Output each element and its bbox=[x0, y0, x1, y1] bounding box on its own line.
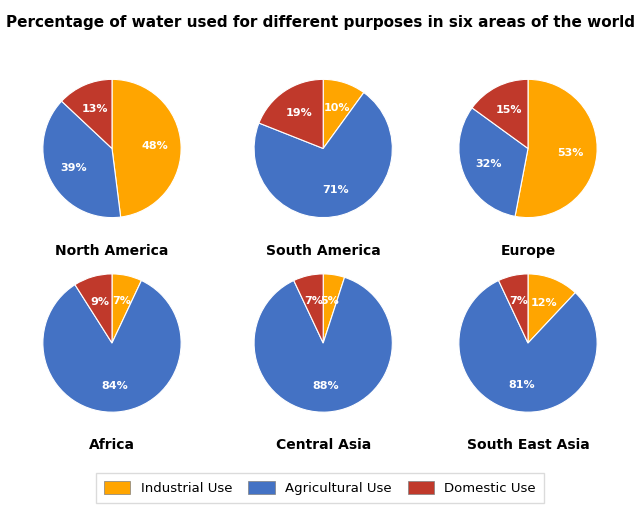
Text: 81%: 81% bbox=[508, 380, 534, 390]
Text: 48%: 48% bbox=[141, 141, 168, 151]
Text: 7%: 7% bbox=[509, 296, 528, 306]
Wedge shape bbox=[515, 79, 597, 218]
Text: 7%: 7% bbox=[112, 296, 131, 306]
Text: 32%: 32% bbox=[475, 159, 501, 169]
Text: Central Asia: Central Asia bbox=[276, 438, 371, 452]
Wedge shape bbox=[75, 274, 112, 343]
Wedge shape bbox=[459, 108, 528, 217]
Wedge shape bbox=[499, 274, 528, 343]
Text: 9%: 9% bbox=[90, 297, 109, 307]
Text: 71%: 71% bbox=[322, 185, 348, 195]
Wedge shape bbox=[112, 79, 181, 217]
Text: South East Asia: South East Asia bbox=[467, 438, 589, 452]
Text: South America: South America bbox=[266, 244, 381, 258]
Wedge shape bbox=[259, 79, 323, 148]
Text: North America: North America bbox=[55, 244, 169, 258]
Text: 88%: 88% bbox=[312, 381, 339, 391]
Text: 39%: 39% bbox=[61, 163, 87, 173]
Text: 15%: 15% bbox=[495, 105, 522, 115]
Text: Percentage of water used for different purposes in six areas of the world: Percentage of water used for different p… bbox=[6, 15, 634, 30]
Text: 84%: 84% bbox=[101, 381, 128, 391]
Text: 19%: 19% bbox=[285, 108, 312, 118]
Wedge shape bbox=[61, 79, 112, 148]
Text: 12%: 12% bbox=[531, 298, 557, 308]
Legend: Industrial Use, Agricultural Use, Domestic Use: Industrial Use, Agricultural Use, Domest… bbox=[96, 473, 544, 503]
Text: Europe: Europe bbox=[500, 244, 556, 258]
Wedge shape bbox=[43, 101, 121, 218]
Text: 13%: 13% bbox=[82, 104, 108, 114]
Wedge shape bbox=[43, 281, 181, 412]
Wedge shape bbox=[254, 278, 392, 412]
Wedge shape bbox=[294, 274, 323, 343]
Text: 5%: 5% bbox=[321, 296, 339, 306]
Wedge shape bbox=[323, 274, 344, 343]
Text: 10%: 10% bbox=[323, 103, 349, 113]
Wedge shape bbox=[254, 93, 392, 218]
Wedge shape bbox=[528, 274, 575, 343]
Wedge shape bbox=[459, 281, 597, 412]
Text: 7%: 7% bbox=[305, 296, 323, 306]
Wedge shape bbox=[323, 79, 364, 148]
Text: Africa: Africa bbox=[89, 438, 135, 452]
Wedge shape bbox=[472, 79, 528, 148]
Wedge shape bbox=[112, 274, 141, 343]
Text: 53%: 53% bbox=[557, 147, 584, 158]
